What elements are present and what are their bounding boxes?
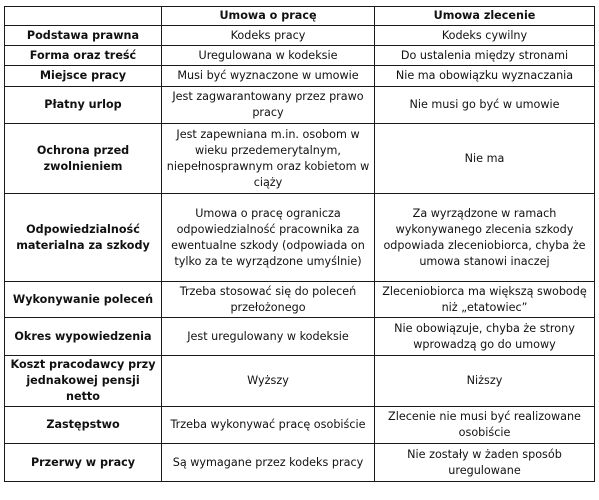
table-row: Podstawa prawna Kodeks pracy Kodeks cywi… [4,25,595,46]
row-label: Ochrona przed zwolnieniem [4,123,162,194]
cell-umowa-o-prace: Uregulowana w kodeksie [161,45,375,66]
cell-umowa-zlecenie: Zlecenie nie musi być realizowane osobiś… [374,406,595,444]
row-label: Podstawa prawna [4,25,162,46]
cell-umowa-o-prace: Umowa o pracę ogranicza odpowiedzialność… [161,193,375,282]
header-row: Umowa o pracę Umowa zlecenie [4,6,595,26]
table-row: Płatny urlop Jest zagwarantowany przez p… [4,86,595,124]
row-label: Okres wypowiedzenia [4,317,162,356]
cell-umowa-zlecenie: Niższy [374,355,595,407]
cell-umowa-zlecenie: Nie obowiązuje, chyba że strony wprowadz… [374,317,595,356]
cell-umowa-zlecenie: Nie musi go być w umowie [374,86,595,124]
table-row: Koszt pracodawcy przy jednakowej pensji … [4,355,595,407]
row-label: Koszt pracodawcy przy jednakowej pensji … [4,355,162,407]
row-label: Płatny urlop [4,86,162,124]
cell-umowa-o-prace: Jest zagwarantowany przez prawo pracy [161,86,375,124]
header-umowa-o-prace: Umowa o pracę [161,6,375,26]
cell-umowa-zlecenie: Nie ma obowiązku wyznaczania [374,65,595,87]
cell-umowa-o-prace: Są wymagane przez kodeks pracy [161,443,375,482]
cell-umowa-zlecenie: Nie zostały w żaden sposób uregulowane [374,443,595,482]
cell-umowa-zlecenie: Do ustalenia między stronami [374,45,595,66]
comparison-table: Umowa o pracę Umowa zlecenie Podstawa pr… [4,6,595,482]
row-label: Forma oraz treść [4,45,162,66]
cell-umowa-zlecenie: Za wyrządzone w ramach wykonywanego zlec… [374,193,595,282]
header-umowa-zlecenie: Umowa zlecenie [374,6,595,26]
table-row: Okres wypowiedzenia Jest uregulowany w k… [4,317,595,356]
row-label: Miejsce pracy [4,65,162,87]
header-corner-cell [4,6,162,26]
cell-umowa-o-prace: Kodeks pracy [161,25,375,46]
row-label: Przerwy w pracy [4,443,162,482]
row-label: Zastępstwo [4,406,162,444]
cell-umowa-o-prace: Trzeba stosować się do poleceń przełożon… [161,281,375,318]
table-row: Forma oraz treść Uregulowana w kodeksie … [4,45,595,66]
cell-umowa-zlecenie: Kodeks cywilny [374,25,595,46]
table-row: Zastępstwo Trzeba wykonywać pracę osobiś… [4,406,595,444]
cell-umowa-o-prace: Musi być wyznaczone w umowie [161,65,375,87]
cell-umowa-zlecenie: Zleceniobiorca ma większą swobodę niż „e… [374,281,595,318]
table-row: Wykonywanie poleceń Trzeba stosować się … [4,281,595,318]
cell-umowa-o-prace: Wyższy [161,355,375,407]
cell-umowa-o-prace: Jest zapewniana m.in. osobom w wieku prz… [161,123,375,194]
cell-umowa-zlecenie: Nie ma [374,123,595,194]
row-label: Odpowiedzialność materialna za szkody [4,193,162,282]
table-row: Przerwy w pracy Są wymagane przez kodeks… [4,443,595,482]
table-row: Ochrona przed zwolnieniem Jest zapewnian… [4,123,595,194]
table-row: Miejsce pracy Musi być wyznaczone w umow… [4,65,595,87]
row-label: Wykonywanie poleceń [4,281,162,318]
table-row: Odpowiedzialność materialna za szkody Um… [4,193,595,282]
cell-umowa-o-prace: Trzeba wykonywać pracę osobiście [161,406,375,444]
cell-umowa-o-prace: Jest uregulowany w kodeksie [161,317,375,356]
